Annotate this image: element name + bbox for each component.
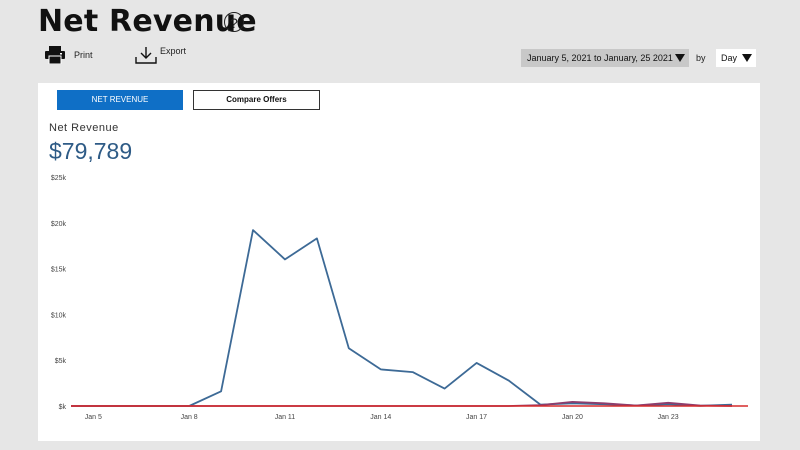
x-tick-label: Jan 14	[370, 414, 391, 421]
caret-down-icon	[675, 54, 685, 62]
x-tick-label: Jan 8	[181, 414, 198, 421]
y-tick-label: $20k	[51, 221, 67, 228]
caret-down-icon	[742, 54, 752, 62]
tab-compare-offers[interactable]: Compare Offers	[193, 90, 320, 110]
x-tick-label: Jan 11	[275, 414, 296, 421]
print-label: Print	[74, 50, 93, 60]
x-tick-label: Jan 5	[85, 414, 102, 421]
y-tick-label: $15k	[51, 267, 67, 274]
y-tick-label: $25k	[51, 175, 67, 182]
tab-net-revenue[interactable]: NET REVENUE	[57, 90, 183, 110]
print-button[interactable]: Print	[44, 46, 93, 64]
y-tick-label: $k	[59, 404, 67, 411]
revenue-card: NET REVENUE Compare Offers Net Revenue $…	[38, 83, 760, 441]
date-range-select[interactable]: January 5, 2021 to January, 25 2021	[521, 49, 689, 67]
period-value: Day	[721, 53, 738, 63]
question-circle-icon[interactable]: ?	[224, 12, 244, 32]
x-tick-label: Jan 20	[562, 414, 583, 421]
series-line-0	[71, 229, 733, 407]
page-title: Net Revenue	[38, 4, 257, 39]
metric-label: Net Revenue	[49, 122, 119, 134]
printer-icon	[45, 46, 65, 64]
net-revenue-line-chart: $k $5k $10k $15k $20k $25k Jan 5 Jan 8 Jan 11 Jan…	[51, 175, 748, 421]
period-select[interactable]: Day	[716, 49, 756, 67]
export-button[interactable]: Export	[135, 46, 186, 64]
x-tick-label: Jan 17	[466, 414, 487, 421]
y-tick-label: $5k	[55, 358, 67, 365]
metric-value: $79,789	[49, 138, 133, 164]
download-icon	[135, 47, 157, 64]
by-label: by	[696, 53, 706, 63]
date-range-value: January 5, 2021 to January, 25 2021	[527, 53, 673, 63]
export-label: Export	[160, 46, 187, 56]
y-tick-label: $10k	[51, 312, 67, 319]
x-tick-label: Jan 23	[658, 414, 679, 421]
